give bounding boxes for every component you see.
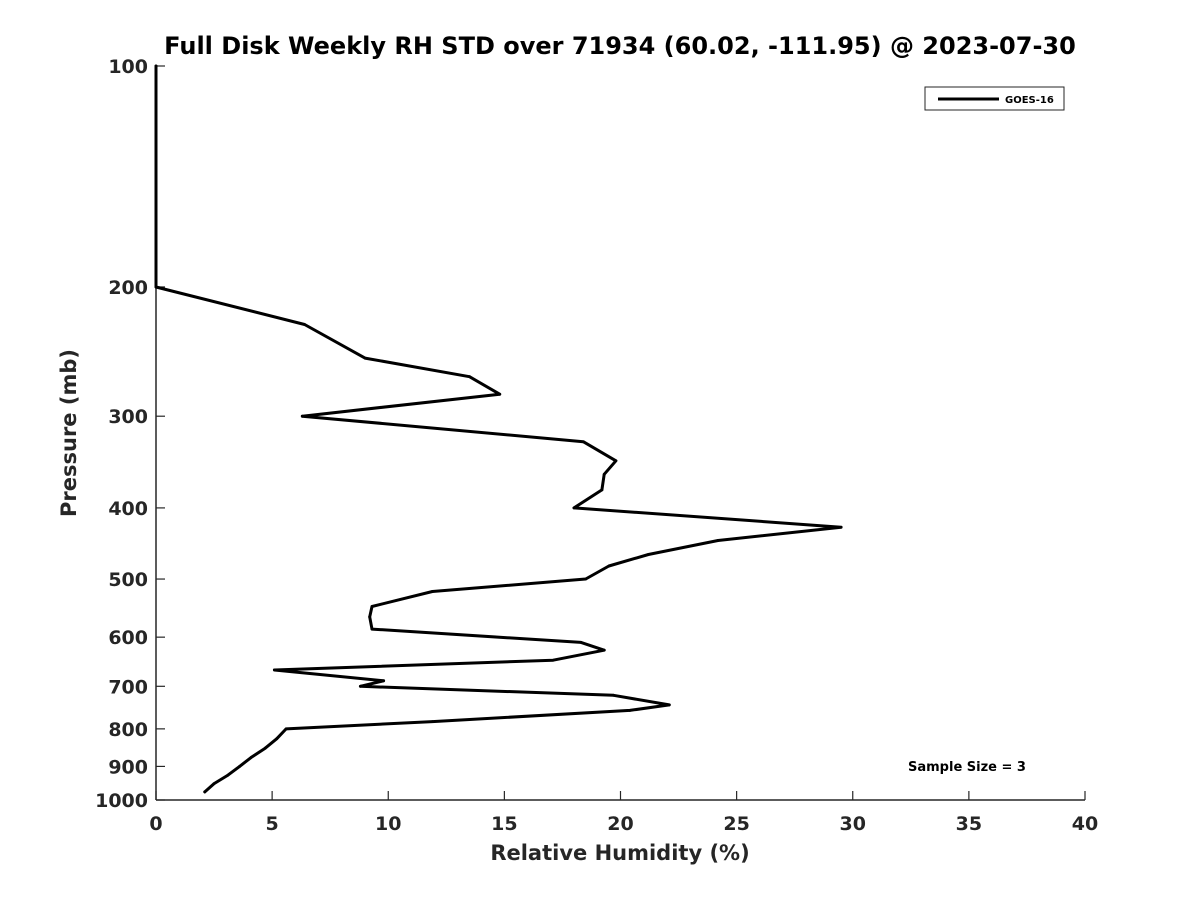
data-point-0-35 xyxy=(249,756,253,759)
data-point-0-36 xyxy=(238,765,242,768)
data-point-0-1 xyxy=(154,193,158,197)
y-tick-label-900: 900 xyxy=(108,756,148,778)
legend: GOES-16 xyxy=(924,86,1065,111)
chart-title: Full Disk Weekly RH STD over 71934 (60.0… xyxy=(164,32,1076,60)
data-point-0-27 xyxy=(358,684,362,688)
y-tick-label-200: 200 xyxy=(108,277,148,299)
y-axis-label: Pressure (mb) xyxy=(57,349,81,517)
data-point-0-38 xyxy=(212,782,216,786)
data-point-0-17 xyxy=(584,577,588,581)
data-point-0-0 xyxy=(154,64,158,68)
legend-entry-goes-16: GOES-16 xyxy=(1005,95,1054,106)
plot-area: 0 5 10 15 20 25 30 35 40 100 200 300 400 500 600 700 80… xyxy=(95,56,1098,835)
data-point-0-14 xyxy=(716,539,720,542)
data-point-0-24 xyxy=(551,658,555,662)
data-point-0-8 xyxy=(581,440,585,444)
x-tick-label-0: 0 xyxy=(149,813,162,835)
data-point-0-31 xyxy=(430,720,434,724)
x-tick-label-10: 10 xyxy=(375,813,401,835)
x-tick-label-20: 20 xyxy=(607,813,633,835)
x-axis-ticks: 0 5 10 15 20 25 30 35 40 xyxy=(149,791,1098,835)
data-point-0-2 xyxy=(154,285,158,289)
data-point-0-3 xyxy=(303,323,307,326)
y-tick-label-600: 600 xyxy=(108,627,148,649)
y-tick-label-1000: 1000 xyxy=(95,790,148,812)
data-point-0-22 xyxy=(579,641,583,644)
data-point-0-39 xyxy=(203,790,207,794)
data-point-0-30 xyxy=(628,709,632,712)
data-point-0-16 xyxy=(607,564,611,568)
data-point-0-26 xyxy=(382,679,386,683)
series-line-0 xyxy=(154,64,843,794)
sample-size-annotation: Sample Size = 3 xyxy=(908,760,1026,775)
data-point-0-10 xyxy=(602,472,606,476)
y-tick-label-500: 500 xyxy=(108,569,148,591)
y-tick-label-400: 400 xyxy=(108,498,148,520)
y-tick-label-800: 800 xyxy=(108,719,148,741)
data-point-0-15 xyxy=(646,553,650,556)
data-point-0-25 xyxy=(273,668,276,672)
data-point-0-21 xyxy=(370,627,374,631)
data-point-0-28 xyxy=(612,693,615,697)
series-group xyxy=(154,64,843,794)
data-point-0-6 xyxy=(498,392,502,396)
data-point-0-23 xyxy=(602,648,606,652)
y-tick-label-300: 300 xyxy=(108,406,148,428)
x-tick-label-15: 15 xyxy=(491,813,517,835)
data-point-0-32 xyxy=(284,727,288,731)
x-tick-label-5: 5 xyxy=(266,813,279,835)
data-point-0-13 xyxy=(839,525,843,529)
x-tick-label-40: 40 xyxy=(1072,813,1098,835)
x-tick-label-30: 30 xyxy=(840,813,866,835)
y-tick-label-700: 700 xyxy=(108,676,148,698)
x-axis-label: Relative Humidity (%) xyxy=(490,841,749,865)
data-point-0-37 xyxy=(226,773,230,777)
data-point-0-33 xyxy=(275,737,279,741)
data-point-0-9 xyxy=(614,459,618,463)
data-point-0-5 xyxy=(468,375,471,379)
x-tick-label-35: 35 xyxy=(956,813,982,835)
data-point-0-11 xyxy=(600,488,604,492)
data-point-0-7 xyxy=(300,414,304,418)
y-tick-label-100: 100 xyxy=(108,56,148,78)
data-point-0-12 xyxy=(572,506,576,510)
data-point-0-29 xyxy=(667,703,671,707)
data-point-0-20 xyxy=(368,615,372,619)
data-point-0-19 xyxy=(370,605,374,608)
data-point-0-4 xyxy=(363,356,367,360)
x-tick-label-25: 25 xyxy=(723,813,749,835)
y-axis-ticks: 100 200 300 400 500 600 700 800 900 1000 xyxy=(95,56,165,812)
data-point-0-34 xyxy=(263,746,267,750)
data-point-0-18 xyxy=(430,590,434,593)
